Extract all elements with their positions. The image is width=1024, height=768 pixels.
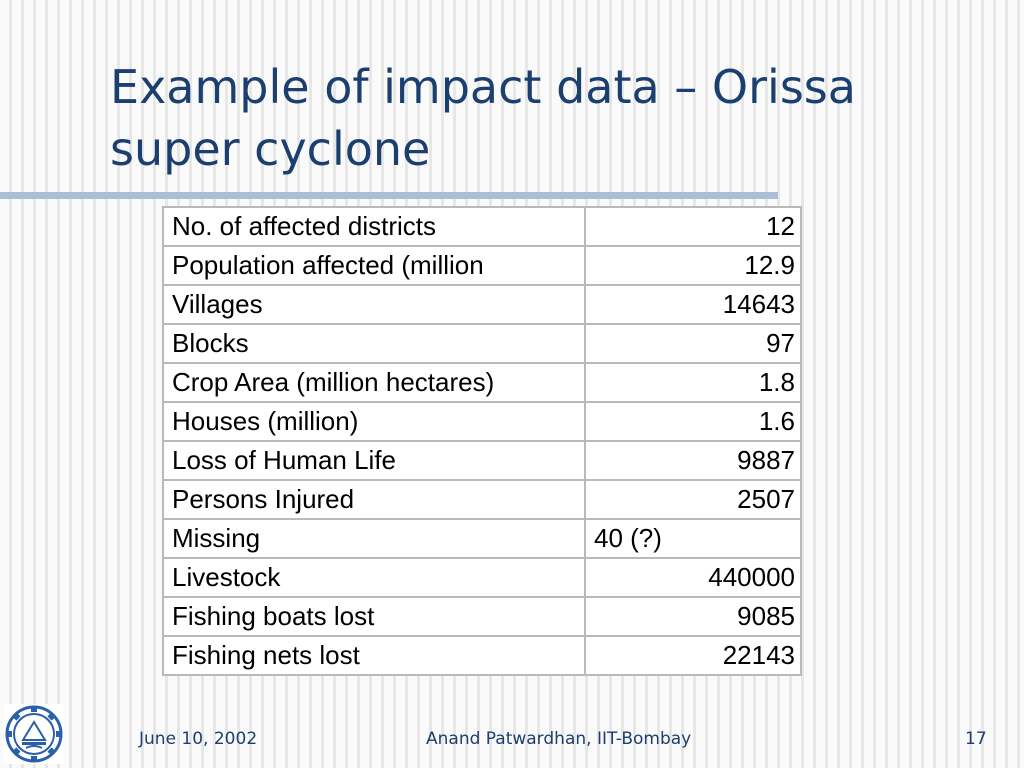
impact-table-body: No. of affected districts 12 Population af… bbox=[162, 206, 802, 676]
row-label: Missing bbox=[162, 518, 586, 559]
footer-page-number: 17 bbox=[965, 729, 987, 749]
row-label: Fishing nets lost bbox=[162, 635, 586, 676]
row-value: 2507 bbox=[584, 479, 802, 520]
row-value: 14643 bbox=[584, 284, 802, 325]
table-row: Fishing boats lost 9085 bbox=[162, 596, 802, 637]
table-row: Loss of Human Life 9887 bbox=[162, 440, 802, 481]
table-row: Livestock 440000 bbox=[162, 557, 802, 598]
title-divider bbox=[0, 192, 778, 199]
row-label: No. of affected districts bbox=[162, 206, 586, 247]
row-label: Loss of Human Life bbox=[162, 440, 586, 481]
row-label: Livestock bbox=[162, 557, 586, 598]
slide-title: Example of impact data – Orissa super cy… bbox=[110, 56, 990, 180]
row-value: 12 bbox=[584, 206, 802, 247]
row-value: 12.9 bbox=[584, 245, 802, 286]
row-value: 97 bbox=[584, 323, 802, 364]
table-row: Persons Injured 2507 bbox=[162, 479, 802, 520]
row-label: Population affected (million bbox=[162, 245, 586, 286]
impact-data-table: No. of affected districts 12 Population af… bbox=[162, 206, 802, 676]
row-label: Crop Area (million hectares) bbox=[162, 362, 586, 403]
row-label: Houses (million) bbox=[162, 401, 586, 442]
row-value: 440000 bbox=[584, 557, 802, 598]
row-label: Persons Injured bbox=[162, 479, 586, 520]
table-row: Population affected (million 12.9 bbox=[162, 245, 802, 286]
row-label: Fishing boats lost bbox=[162, 596, 586, 637]
row-label: Villages bbox=[162, 284, 586, 325]
row-value: 9085 bbox=[584, 596, 802, 637]
slide-title-line-2: super cyclone bbox=[110, 122, 431, 176]
table-row: Missing 40 (?) bbox=[162, 518, 802, 559]
footer-date: June 10, 2002 bbox=[139, 729, 258, 749]
table-row: Villages 14643 bbox=[162, 284, 802, 325]
table-row: Crop Area (million hectares) 1.8 bbox=[162, 362, 802, 403]
footer-author: Anand Patwardhan, IIT-Bombay bbox=[426, 729, 692, 749]
table-row: No. of affected districts 12 bbox=[162, 206, 802, 247]
row-value: 40 (?) bbox=[584, 518, 802, 559]
row-value: 1.8 bbox=[584, 362, 802, 403]
table-row: Fishing nets lost 22143 bbox=[162, 635, 802, 676]
row-value: 1.6 bbox=[584, 401, 802, 442]
table-row: Blocks 97 bbox=[162, 323, 802, 364]
row-label: Blocks bbox=[162, 323, 586, 364]
slide-title-line-1: Example of impact data – Orissa bbox=[110, 60, 856, 114]
row-value: 9887 bbox=[584, 440, 802, 481]
row-value: 22143 bbox=[584, 635, 802, 676]
table-row: Houses (million) 1.6 bbox=[162, 401, 802, 442]
iit-bombay-logo-icon bbox=[4, 704, 64, 764]
